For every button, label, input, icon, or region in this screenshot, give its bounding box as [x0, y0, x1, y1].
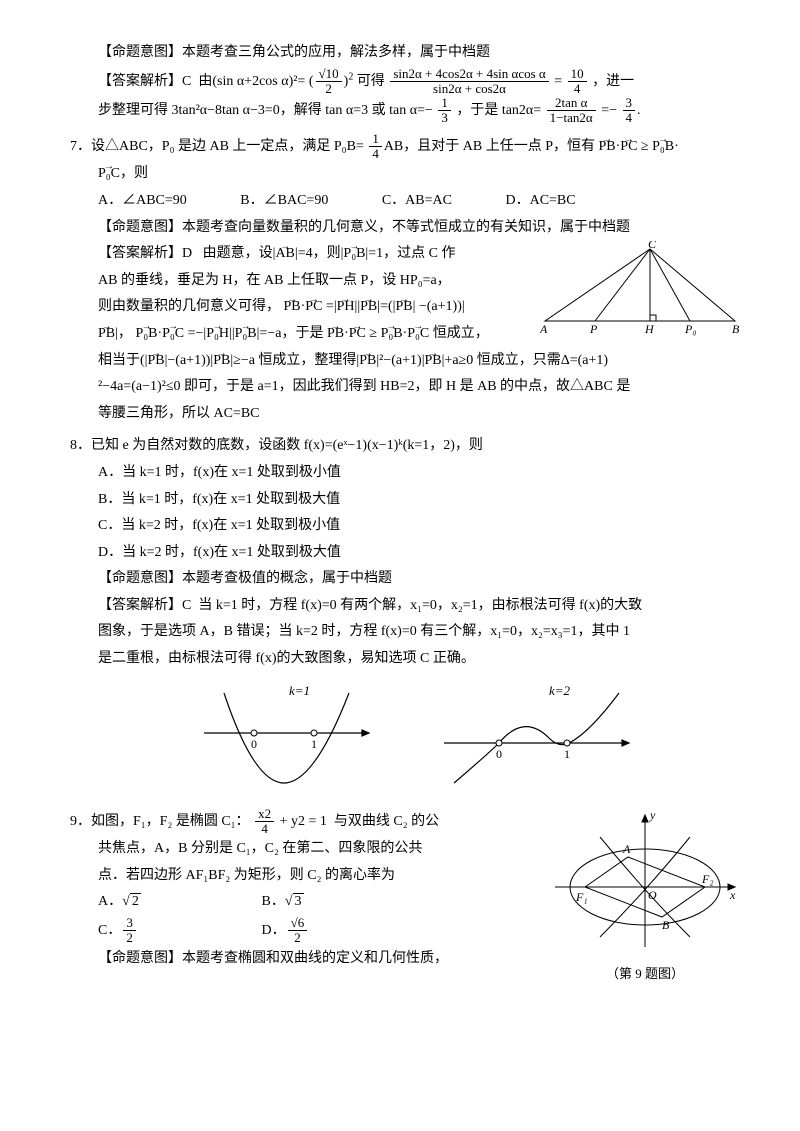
svg-text:k=1: k=1 — [289, 683, 310, 698]
opt-c: C．32 — [98, 916, 258, 946]
svg-text:H: H — [644, 322, 655, 336]
q7-intent: 【命题意图】本题考查向量数量积的几何意义，不等式恒成立的有关知识，属于中档题 — [70, 215, 740, 242]
svg-text:P₀: P₀ — [684, 322, 697, 336]
svg-text:0: 0 — [496, 747, 502, 761]
q9-opts-row2: C．32 D．√62 — [70, 916, 540, 946]
svg-text:k=2: k=2 — [549, 683, 571, 698]
opt-a: A．√2 — [98, 889, 258, 916]
q7-stem-2: P₀C，则 — [70, 161, 740, 188]
q8-block: 8．已知 e 为自然对数的底数，设函数 f(x)=(eˣ−1)(x−1)ᵏ(k=… — [70, 433, 740, 792]
vector: PB — [599, 139, 616, 154]
opt-b: B．当 k=1 时，f(x)在 x=1 处取到极大值 — [70, 487, 740, 514]
svg-text:F₁: F₁ — [575, 890, 588, 904]
frac: √102 — [316, 67, 342, 97]
svg-text:C: C — [648, 241, 657, 251]
q8-intent: 【命题意图】本题考查极值的概念，属于中档题 — [70, 566, 740, 593]
opt-d: D．当 k=2 时，f(x)在 x=1 处取到极大值 — [70, 540, 740, 567]
q6-block: 【命题意图】本题考查三角公式的应用，解法多样，属于中档题 【答案解析】C 由(s… — [70, 40, 740, 126]
opt-d: D．AC=BC — [505, 188, 575, 215]
svg-text:F₂: F₂ — [701, 872, 714, 886]
svg-text:y: y — [649, 808, 656, 822]
opt-c: C．当 k=2 时，f(x)在 x=1 处取到极小值 — [70, 513, 740, 540]
q9-stem: 9．如图，F₁，F₂ 是椭圆 C₁： x24 + y2 = 1 与双曲线 C₂ … — [70, 807, 540, 837]
q7-stem: 7．设△ABC，P₀ 是边 AB 上一定点，满足 P₀B= 14AB，且对于 A… — [70, 132, 740, 162]
opt-b: B．√3 — [262, 893, 304, 909]
ans-label: 【答案解析】C — [98, 598, 191, 613]
svg-text:x: x — [729, 888, 736, 902]
q6-ans-line2: 步整理可得 3tan²α−8tan α−3=0，解得 tan α=3 或 tan… — [70, 96, 740, 126]
q6-ans-line1: 【答案解析】C 由(sin α+2cos α)²= (√102)2 可得 sin… — [70, 67, 740, 97]
opt-a: A．当 k=1 时，f(x)在 x=1 处取到极小值 — [70, 460, 740, 487]
frac: sin2α + 4cos2α + 4sin αcos αsin2α + cos2… — [390, 67, 548, 97]
ellipse-figure: x y O A B F₁ F₂ — [550, 807, 740, 952]
ans-label: 【答案解析】C — [98, 74, 191, 89]
triangle-figure: C A P H P₀ B — [540, 241, 740, 336]
svg-text:B: B — [732, 322, 740, 336]
q8-graphs: k=1 0 1 k=2 0 1 — [70, 683, 740, 793]
svg-text:B: B — [662, 918, 670, 932]
q7-options: A．∠ABC=90 B．∠BAC=90 C．AB=AC D．AC=BC — [70, 188, 740, 215]
q8-stem: 8．已知 e 为自然对数的底数，设函数 f(x)=(eˣ−1)(x−1)ᵏ(k=… — [70, 433, 740, 460]
opt-d: D．√62 — [262, 923, 310, 938]
opt-c: C．AB=AC — [382, 188, 452, 215]
q9-block: 9．如图，F₁，F₂ 是椭圆 C₁： x24 + y2 = 1 与双曲线 C₂ … — [70, 807, 740, 987]
opt-b: B．∠BAC=90 — [240, 188, 328, 215]
graph-k1: k=1 0 1 — [199, 683, 379, 793]
svg-text:A: A — [540, 322, 548, 336]
q9-opts-row1: A．√2 B．√3 — [70, 889, 540, 916]
svg-text:P: P — [589, 322, 598, 336]
graph-k2: k=2 0 1 — [439, 683, 639, 793]
q9-figure: x y O A B F₁ F₂ （第 9 题图） — [550, 807, 740, 987]
svg-text:A: A — [622, 842, 631, 856]
figure-caption: （第 9 题图） — [550, 962, 740, 987]
svg-text:1: 1 — [311, 737, 317, 751]
q9-intent: 【命题意图】本题考查椭圆和双曲线的定义和几何性质， — [70, 946, 540, 973]
q7-block: 7．设△ABC，P₀ 是边 AB 上一定点，满足 P₀B= 14AB，且对于 A… — [70, 132, 740, 428]
frac: 104 — [568, 67, 587, 97]
svg-text:0: 0 — [251, 737, 257, 751]
svg-text:1: 1 — [564, 747, 570, 761]
ans-label: 【答案解析】D — [98, 246, 192, 261]
q6-intent: 【命题意图】本题考查三角公式的应用，解法多样，属于中档题 — [70, 40, 740, 67]
svg-text:O: O — [648, 888, 657, 902]
q7-ans-row: 【答案解析】D 由题意，设|AB|=4，则|P₀B|=1，过点 C 作 AB 的… — [70, 241, 740, 347]
opt-a: A．∠ABC=90 — [98, 188, 187, 215]
